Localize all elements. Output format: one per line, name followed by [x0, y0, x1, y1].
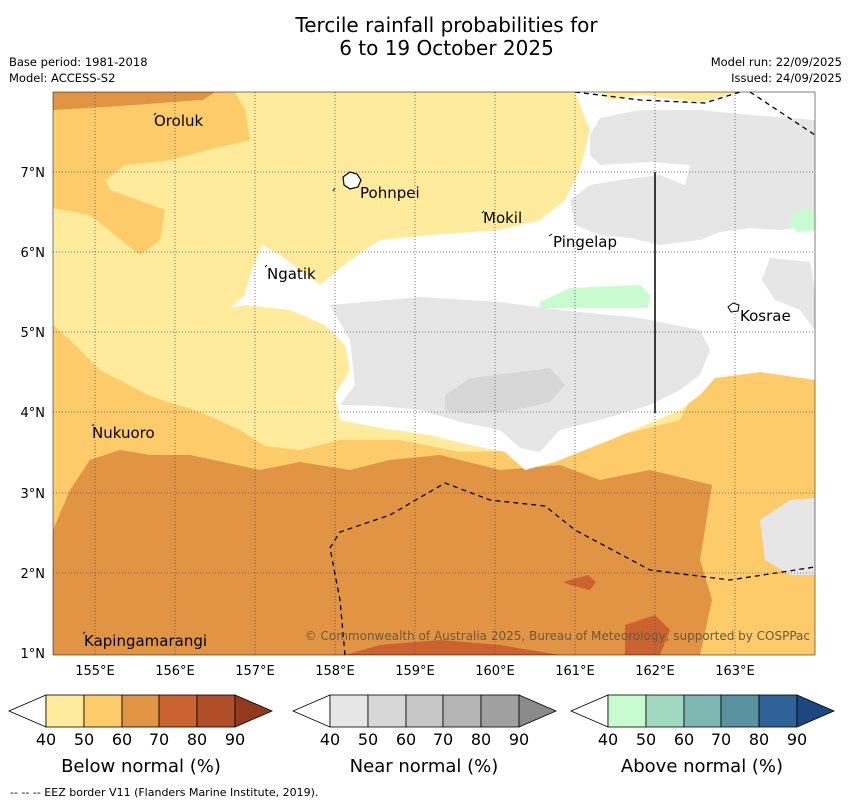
region-near-50-60 — [445, 368, 565, 414]
lon-label: 163°E — [715, 664, 755, 679]
colorbar-near-swatch — [480, 694, 520, 728]
colorbar-above-upper-arrow — [796, 694, 836, 728]
colorbar-below-swatch — [45, 694, 85, 728]
issued-text: Issued: 24/09/2025 — [731, 71, 842, 85]
colorbar-near-lower-arrow — [291, 694, 331, 728]
region-near-40-50-east — [762, 258, 815, 330]
colorbar-below-swatch — [83, 694, 123, 728]
lat-label: 7°N — [21, 166, 46, 181]
base-period-text: Base period: 1981-2018 — [9, 55, 148, 69]
forecast-map: Oroluk Pohnpei Mokil Pingelap Ngatik Kos… — [21, 91, 816, 679]
colorbar-below-upper-arrow — [234, 694, 274, 728]
colorbar-near-swatch — [367, 694, 407, 728]
region-below-70-80-a — [563, 575, 596, 590]
colorbar-below-swatch — [158, 694, 198, 728]
colorbar-below-normal — [7, 694, 274, 728]
lon-label: 157°E — [235, 664, 275, 679]
lon-label: 161°E — [555, 664, 595, 679]
colorbar-below-tick: 70 — [149, 730, 169, 749]
place-label-mokil: Mokil — [483, 209, 522, 227]
region-below-70-80-c — [345, 640, 560, 655]
colorbar-above-tick: 90 — [787, 730, 807, 749]
region-below-50-60-top — [53, 100, 250, 255]
model-text: Model: ACCESS-S2 — [9, 71, 116, 85]
lon-label: 160°E — [475, 664, 515, 679]
colorbar-near-tick: 40 — [320, 730, 340, 749]
lat-label: 4°N — [21, 406, 46, 421]
place-label-nukuoro: Nukuoro — [92, 424, 155, 442]
map-title-line-2: 6 to 19 October 2025 — [339, 36, 554, 60]
lon-label: 162°E — [635, 664, 675, 679]
lat-label: 6°N — [21, 246, 46, 261]
colorbar-below-lower-arrow — [7, 694, 47, 728]
place-label-pohnpei: Pohnpei — [360, 184, 420, 202]
map-frame — [52, 91, 816, 656]
colorbar-near-upper-arrow — [518, 694, 558, 728]
colorbar-above-tick: 60 — [674, 730, 694, 749]
copyright-notice: © Commonwealth of Australia 2025, Bureau… — [305, 629, 810, 643]
legend: 40 50 60 70 80 90 40 50 60 70 80 90 40 5… — [7, 694, 836, 777]
lon-label: 155°E — [75, 664, 115, 679]
colorbar-near-tick: 80 — [471, 730, 491, 749]
colorbar-above-swatch — [607, 694, 647, 728]
colorbar-near-swatch — [442, 694, 482, 728]
region-above-40-50-central — [540, 285, 650, 308]
colorbar-above-lower-arrow — [569, 694, 609, 728]
colorbar-above-normal — [569, 694, 836, 728]
colorbar-above-tick: 40 — [598, 730, 618, 749]
colorbar-below-tick: 80 — [187, 730, 207, 749]
place-label-ngatik: Ngatik — [267, 265, 316, 283]
place-label-kosrae: Kosrae — [740, 307, 791, 325]
graticule — [53, 92, 815, 655]
place-label-pingelap: Pingelap — [553, 233, 617, 251]
place-label-oroluk: Oroluk — [154, 112, 203, 130]
colorbar-below-tick: 90 — [225, 730, 245, 749]
place-label-kapingamarangi: Kapingamarangi — [84, 632, 207, 650]
eez-border-note: -- -- -- EEZ border V11 (Flanders Marine… — [10, 786, 319, 799]
lon-label: 158°E — [315, 664, 355, 679]
lon-label: 156°E — [155, 664, 195, 679]
colorbar-below-tick: 60 — [112, 730, 132, 749]
colorbar-above-swatch — [720, 694, 760, 728]
colorbar-near-tick: 50 — [358, 730, 378, 749]
atoll-marks — [82, 112, 553, 635]
latitude-labels: 7°N 6°N 5°N 4°N 3°N 2°N 1°N — [21, 166, 46, 662]
pohnpei-island — [342, 171, 362, 190]
colorbar-above-tick: 70 — [711, 730, 731, 749]
region-below-70-80-b — [625, 615, 670, 655]
colorbar-near-swatch — [405, 694, 444, 728]
kosrae-island — [727, 302, 740, 313]
colorbar-near-swatch — [329, 694, 369, 728]
map-title-line-1: Tercile rainfall probabilities for — [295, 13, 598, 37]
colorbar-below-tick: 50 — [74, 730, 94, 749]
colorbar-below-swatch — [121, 694, 160, 728]
map-plot-area: Oroluk Pohnpei Mokil Pingelap Ngatik Kos… — [53, 92, 815, 655]
colorbar-above-swatch — [758, 694, 798, 728]
colorbar-below-title: Below normal (%) — [61, 756, 221, 777]
colorbar-near-normal — [291, 694, 558, 728]
colorbar-near-tick: 90 — [509, 730, 529, 749]
lat-label: 5°N — [21, 326, 46, 341]
region-near-40-50-southeast — [760, 498, 815, 575]
longitude-labels: 155°E 156°E 157°E 158°E 159°E 160°E 161°… — [75, 664, 755, 679]
model-run-text: Model run: 22/09/2025 — [710, 55, 842, 69]
colorbar-above-tick: 50 — [636, 730, 656, 749]
region-above-40-50-east — [790, 208, 815, 232]
colorbar-near-tick: 60 — [396, 730, 416, 749]
lat-label: 2°N — [21, 567, 46, 582]
lat-label: 1°N — [21, 647, 46, 662]
colorbar-below-tick: 40 — [36, 730, 56, 749]
colorbar-near-tick: 70 — [433, 730, 453, 749]
island-mark — [332, 187, 336, 192]
colorbar-below-swatch — [196, 694, 236, 728]
eez-border — [329, 92, 815, 655]
colorbar-near-title: Near normal (%) — [350, 756, 499, 777]
colorbar-above-title: Above normal (%) — [621, 756, 783, 777]
colorbar-above-swatch — [645, 694, 685, 728]
region-near-40-50-north — [570, 110, 815, 245]
colorbar-above-tick: 80 — [749, 730, 769, 749]
colorbar-above-swatch — [683, 694, 722, 728]
lat-label: 3°N — [21, 487, 46, 502]
lon-label: 159°E — [395, 664, 435, 679]
